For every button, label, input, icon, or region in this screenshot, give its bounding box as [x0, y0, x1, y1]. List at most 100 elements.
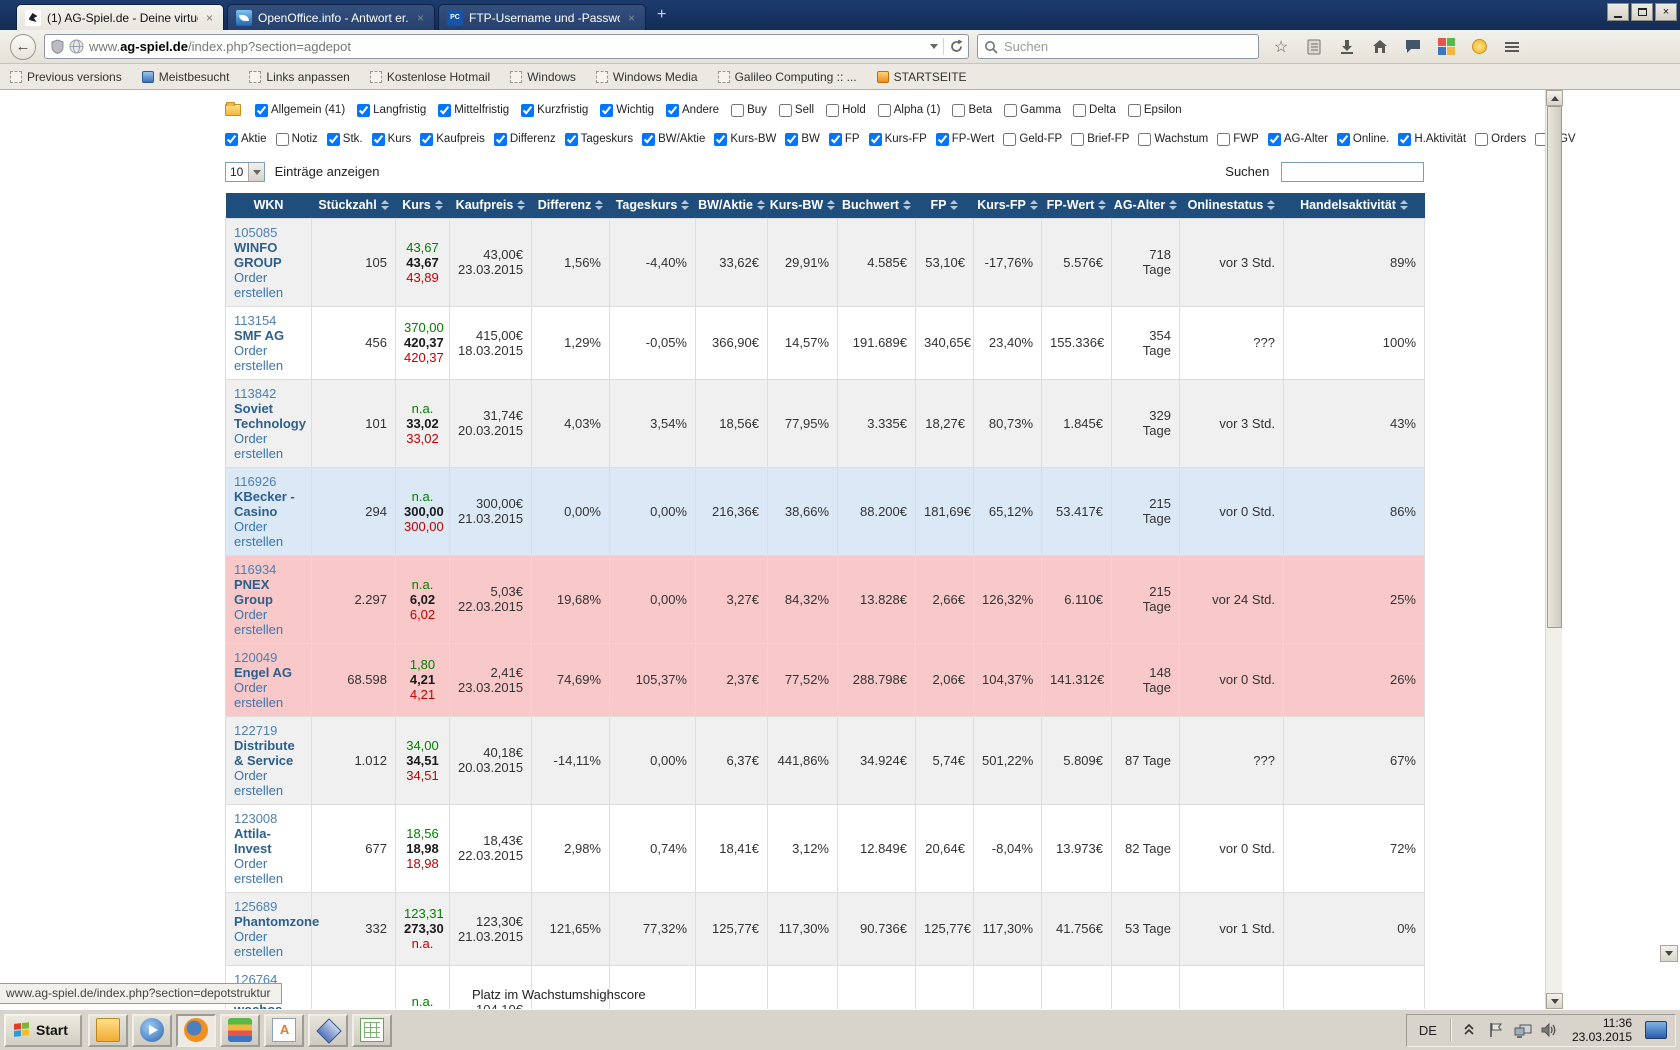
filter-geld-fp[interactable]: Geld-FP: [1003, 132, 1062, 146]
show-desktop-button[interactable]: [1645, 1021, 1667, 1039]
filter-beta[interactable]: Beta: [952, 103, 992, 117]
checkbox-kurs[interactable]: [371, 132, 385, 146]
stock-name-link[interactable]: Phantomzone: [234, 913, 320, 929]
browser-tab[interactable]: (1) AG-Spiel.de - Deine virtuel... ×: [16, 4, 224, 30]
column-header-kaufpreis[interactable]: Kaufpreis: [449, 193, 532, 218]
filter-fp[interactable]: FP: [828, 132, 860, 146]
filter-langfristig[interactable]: Langfristig: [357, 103, 426, 117]
checkbox-alpha-1[interactable]: [877, 103, 891, 117]
bookmark-item-meistbesucht[interactable]: Meistbesucht: [141, 70, 229, 84]
checkbox-kurs-bw[interactable]: [714, 132, 728, 146]
filter-kurzfristig[interactable]: Kurzfristig: [521, 103, 588, 117]
filter-aktie[interactable]: Aktie: [225, 132, 267, 146]
column-header-fp[interactable]: FP: [915, 193, 974, 218]
order-erstellen-link[interactable]: Order erstellen: [234, 767, 284, 798]
url-bar[interactable]: www.ag-spiel.de/index.php?section=agdepo…: [44, 34, 969, 59]
order-erstellen-link[interactable]: Order erstellen: [234, 606, 284, 637]
checkbox-geld-fp[interactable]: [1003, 132, 1017, 146]
sort-arrows-icon[interactable]: [1029, 200, 1038, 211]
checkbox-bw[interactable]: [785, 132, 799, 146]
order-erstellen-link[interactable]: Order erstellen: [234, 430, 284, 461]
checkbox-sell[interactable]: [778, 103, 792, 117]
checkbox-epsilon[interactable]: [1127, 103, 1141, 117]
column-header-bw-aktie[interactable]: BW/Aktie: [695, 193, 768, 218]
browser-tab[interactable]: FTP-Username und -Passwort... ×: [438, 4, 646, 30]
bookmark-item-kostenlose-hotmail[interactable]: Kostenlose Hotmail: [369, 70, 490, 84]
checkbox-beta[interactable]: [952, 103, 966, 117]
checkbox-delta[interactable]: [1073, 103, 1087, 117]
page-size-select[interactable]: 10: [225, 162, 265, 182]
stock-name-link[interactable]: Attila-Invest: [234, 825, 272, 856]
bookmark-item-links-anpassen[interactable]: Links anpassen: [249, 70, 350, 84]
taskbar-app-explorer[interactable]: [87, 1013, 128, 1047]
filter-stk[interactable]: Stk.: [326, 132, 363, 146]
sort-arrows-icon[interactable]: [681, 200, 690, 211]
wkn-link[interactable]: 120049: [234, 649, 278, 665]
browser-tab[interactable]: OpenOffice.info - Antwort er... ×: [227, 4, 435, 30]
taskbar-app-oo-calc[interactable]: [351, 1013, 392, 1047]
filter-fwp[interactable]: FWP: [1217, 132, 1259, 146]
column-header-stückzahl[interactable]: Stückzahl: [311, 193, 396, 218]
sort-arrows-icon[interactable]: [595, 200, 604, 211]
stock-name-link[interactable]: SMF AG: [234, 327, 285, 343]
bookmark-item-startseite[interactable]: STARTSEITE: [876, 70, 967, 84]
emoji-icon[interactable]: [1469, 37, 1489, 57]
tab-close-icon[interactable]: ×: [627, 10, 635, 25]
menu-icon[interactable]: [1502, 37, 1522, 57]
filter-allgemein-41[interactable]: Allgemein (41): [255, 103, 345, 117]
filter-bw[interactable]: BW: [785, 132, 820, 146]
network-tray-icon[interactable]: [1514, 1021, 1532, 1039]
checkbox-h-aktivität[interactable]: [1398, 132, 1412, 146]
shield-icon[interactable]: [51, 39, 64, 54]
column-header-wkn[interactable]: WKN: [225, 193, 312, 218]
filter-gamma[interactable]: Gamma: [1004, 103, 1061, 117]
checkbox-langfristig[interactable]: [357, 103, 371, 117]
checkbox-fp-wert[interactable]: [935, 132, 949, 146]
order-erstellen-link[interactable]: Order erstellen: [234, 679, 284, 710]
filter-andere[interactable]: Andere: [666, 103, 719, 117]
sort-arrows-icon[interactable]: [1098, 200, 1107, 211]
scrollbar-down-button[interactable]: [1546, 993, 1563, 1009]
wkn-link[interactable]: 123008: [234, 810, 278, 826]
sort-arrows-icon[interactable]: [517, 200, 526, 211]
filter-kaufpreis[interactable]: Kaufpreis: [420, 132, 485, 146]
stock-name-link[interactable]: KBecker - Casino: [234, 488, 295, 519]
close-button[interactable]: ×: [1655, 3, 1677, 21]
checkbox-bw-aktie[interactable]: [642, 132, 656, 146]
tab-close-icon[interactable]: ×: [416, 10, 424, 25]
filter-delta[interactable]: Delta: [1073, 103, 1116, 117]
checkbox-aktie[interactable]: [225, 132, 238, 146]
filter-ag-alter[interactable]: AG-Alter: [1267, 132, 1328, 146]
browser-search-box[interactable]: Suchen: [977, 34, 1259, 59]
messenger-icon[interactable]: [1403, 37, 1423, 57]
tab-close-icon[interactable]: ×: [205, 10, 213, 25]
wkn-link[interactable]: 113154: [234, 312, 277, 328]
taskbar-app-virtualbox[interactable]: [307, 1013, 348, 1047]
checkbox-online[interactable]: [1336, 132, 1350, 146]
checkbox-andere[interactable]: [666, 103, 679, 117]
stock-name-link[interactable]: Distribute & Service: [234, 737, 295, 768]
bookmark-star-icon[interactable]: ☆: [1273, 38, 1289, 56]
page-scrollbar[interactable]: [1545, 90, 1563, 1009]
wkn-link[interactable]: 105085: [234, 224, 278, 240]
filter-hold[interactable]: Hold: [826, 103, 866, 117]
checkbox-tageskurs[interactable]: [564, 132, 578, 146]
checkbox-buy[interactable]: [731, 103, 745, 117]
new-tab-button[interactable]: +: [657, 6, 667, 23]
order-erstellen-link[interactable]: Order erstellen: [234, 855, 284, 886]
checkbox-mittelfristig[interactable]: [438, 103, 452, 117]
scrollbar-up-button[interactable]: [1546, 90, 1563, 106]
restore-button[interactable]: [1631, 3, 1653, 21]
stock-name-link[interactable]: WINFO GROUP: [234, 239, 282, 270]
wkn-link[interactable]: 113842: [234, 385, 277, 401]
checkbox-brief-fp[interactable]: [1071, 132, 1085, 146]
stock-name-link[interactable]: PNEX Group: [234, 576, 273, 607]
flag-tray-icon[interactable]: [1487, 1021, 1505, 1039]
downloads-icon[interactable]: [1337, 37, 1357, 57]
column-header-buchwert[interactable]: Buchwert: [837, 193, 916, 218]
order-erstellen-link[interactable]: Order erstellen: [234, 269, 284, 300]
checkbox-hold[interactable]: [826, 103, 840, 117]
filter-wichtig[interactable]: Wichtig: [600, 103, 654, 117]
column-header-onlinestatus[interactable]: Onlinestatus: [1179, 193, 1284, 218]
site-identity-globe-icon[interactable]: [69, 39, 84, 54]
